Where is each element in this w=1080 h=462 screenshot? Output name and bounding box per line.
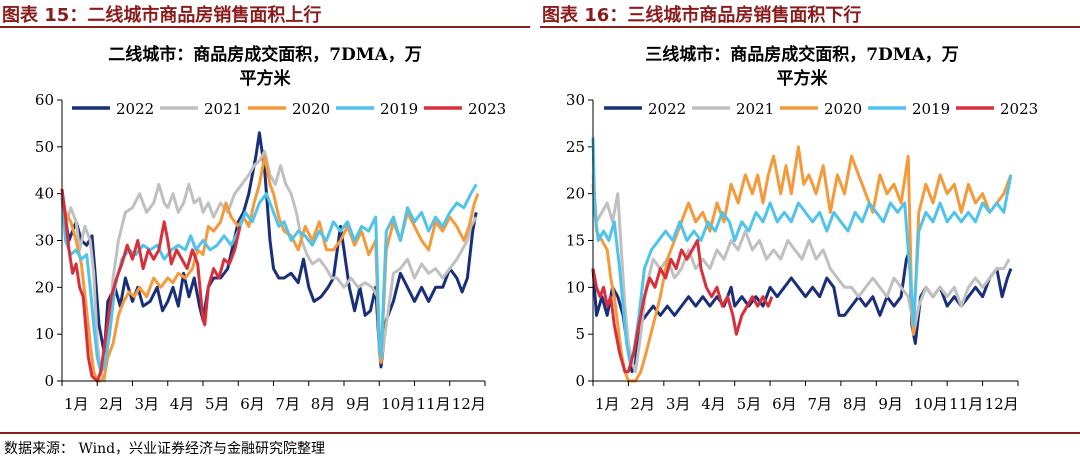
series-line-2021: [60, 150, 478, 383]
legend-label-2023: 2023: [1000, 100, 1038, 118]
y-tick-label: 30: [566, 91, 585, 109]
x-tick-label: 5月: [737, 395, 762, 413]
x-tick-label: 12月: [985, 395, 1019, 413]
x-tick-label: 8月: [843, 395, 868, 413]
legend-label-2023: 2023: [468, 100, 506, 118]
x-tick-label: 2月: [99, 395, 124, 413]
chart-title-line: 三线城市：商品房成交面积，7DMA，万: [645, 44, 959, 65]
footer: 数据来源： Wind，兴业证券经济与金融研究院整理: [0, 432, 1080, 462]
legend-label-2021: 2021: [736, 100, 774, 118]
y-tick-label: 40: [35, 185, 54, 203]
series-line-2022: [60, 131, 478, 369]
series-line-2021: [591, 174, 1011, 374]
chart-header-right: 图表 16：三线城市商品房销售面积下行: [540, 0, 1080, 28]
x-tick-label: 3月: [666, 395, 691, 413]
chart-header-left: 图表 15：二线城市商品房销售面积上行: [0, 0, 530, 28]
x-tick-label: 6月: [240, 395, 265, 413]
series-line-2020: [591, 145, 1013, 383]
chart-header-left-text: 图表 15：二线城市商品房销售面积上行: [2, 5, 322, 26]
chart-title-line: 平方米: [777, 68, 829, 89]
x-tick-label: 2月: [630, 395, 655, 413]
y-tick-label: 5: [575, 325, 585, 343]
y-tick-label: 0: [575, 372, 585, 390]
legend-label-2019: 2019: [380, 100, 418, 118]
y-tick-label: 10: [566, 278, 585, 296]
x-tick-label: 1月: [595, 395, 620, 413]
legend-label-2020: 2020: [292, 100, 330, 118]
x-tick-label: 12月: [452, 395, 486, 413]
x-tick-label: 7月: [808, 395, 833, 413]
x-tick-label: 5月: [205, 395, 230, 413]
y-tick-label: 10: [35, 325, 54, 343]
legend-label-2021: 2021: [204, 100, 242, 118]
y-tick-label: 0: [44, 372, 54, 390]
x-tick-label: 9月: [346, 395, 371, 413]
x-tick-label: 4月: [701, 395, 726, 413]
legend-label-2020: 2020: [824, 100, 862, 118]
y-tick-label: 30: [35, 232, 54, 250]
y-tick-label: 15: [566, 232, 585, 250]
x-tick-label: 9月: [878, 395, 903, 413]
x-tick-label: 10月: [381, 395, 415, 413]
y-tick-label: 20: [566, 185, 585, 203]
series-line-2023: [60, 188, 242, 383]
x-tick-label: 4月: [170, 395, 195, 413]
x-tick-label: 6月: [772, 395, 797, 413]
chart-title-line: 平方米: [240, 68, 292, 89]
y-tick-label: 50: [35, 138, 54, 156]
x-tick-label: 8月: [311, 395, 336, 413]
source-note: 数据来源： Wind，兴业证券经济与金融研究院整理: [4, 441, 326, 457]
x-tick-label: 7月: [276, 395, 301, 413]
x-tick-label: 3月: [135, 395, 160, 413]
x-tick-label: 10月: [914, 395, 948, 413]
y-tick-label: 20: [35, 278, 54, 296]
x-tick-label: 1月: [64, 395, 89, 413]
legend-label-2022: 2022: [116, 100, 154, 118]
x-tick-label: 11月: [949, 395, 983, 413]
x-tick-label: 11月: [417, 395, 451, 413]
legend-label-2022: 2022: [648, 100, 686, 118]
series-line-2023: [591, 239, 774, 374]
y-tick-label: 60: [35, 91, 54, 109]
chart-title-line: 二线城市：商品房成交面积，7DMA，万: [108, 44, 422, 65]
chart-header-right-text: 图表 16：三线城市商品房销售面积下行: [542, 5, 862, 26]
series-line-2020: [60, 154, 480, 383]
legend-label-2019: 2019: [912, 100, 950, 118]
series-line-2019: [60, 183, 478, 374]
y-tick-label: 25: [566, 138, 585, 156]
